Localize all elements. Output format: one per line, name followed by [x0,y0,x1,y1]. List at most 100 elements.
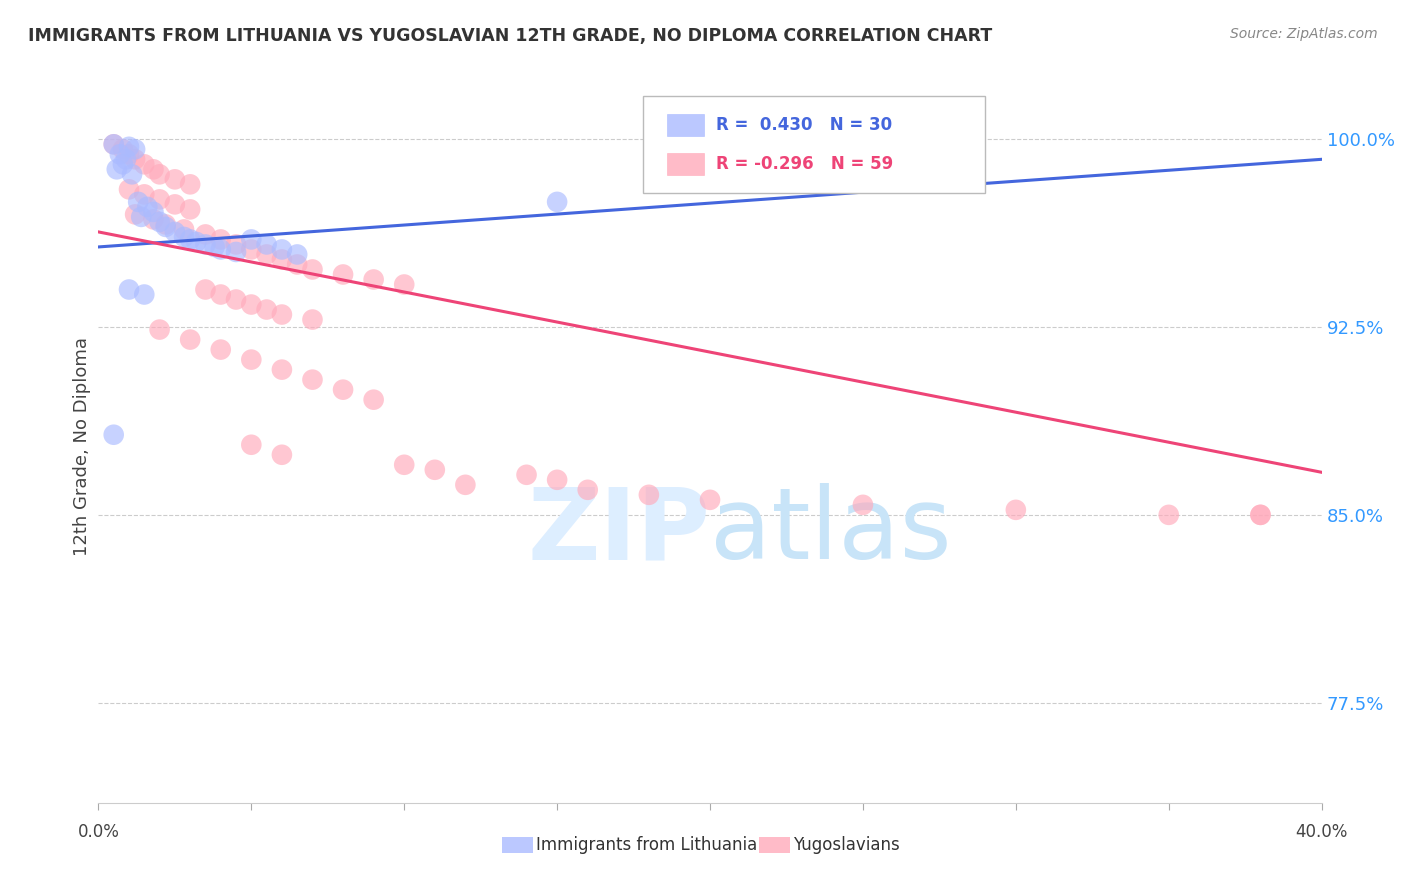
Point [256,302,278,317]
Bar [668,114,704,136]
Point [118,283,141,297]
Text: R = -0.296   N = 59: R = -0.296 N = 59 [716,155,893,173]
Point [852,498,875,512]
Bar [668,153,704,175]
Point [332,268,354,282]
Text: ZIP: ZIP [527,483,710,580]
Point [155,219,177,234]
Point [546,473,568,487]
Point [179,333,201,347]
Text: atlas: atlas [710,483,952,580]
Point [134,287,156,301]
Point [637,488,661,502]
Point [209,243,232,257]
Bar [759,837,790,853]
Point [1249,508,1271,522]
Point [363,272,385,286]
Point [179,202,201,217]
Point [142,212,165,227]
Point [111,157,134,171]
Point [115,153,138,167]
Point [194,283,217,297]
Point [270,448,292,462]
Point [225,237,247,252]
Point [124,142,146,156]
Text: Yugoslavians: Yugoslavians [793,836,900,854]
Point [240,438,263,452]
Point [103,427,125,442]
Point [129,210,152,224]
Point [240,297,263,311]
Point [118,140,141,154]
Point [155,218,177,232]
Point [124,207,146,221]
Point [204,240,226,254]
Point [240,232,263,246]
Point [270,362,292,376]
Point [256,237,278,252]
Point [124,153,146,167]
Point [118,147,141,161]
Point [163,172,186,186]
Point [285,257,308,271]
Point [576,483,599,497]
Point [136,200,159,214]
Point [134,157,156,171]
Point [149,215,172,229]
Point [225,293,247,307]
Point [103,137,125,152]
Point [149,167,172,181]
Point [392,458,416,472]
Y-axis label: 12th Grade, No Diploma: 12th Grade, No Diploma [73,336,91,556]
Point [301,373,323,387]
Point [173,222,195,236]
Point [209,287,232,301]
Point [699,492,721,507]
Point [1249,508,1271,522]
Point [194,237,217,252]
Point [1157,508,1180,522]
Text: Source: ZipAtlas.com: Source: ZipAtlas.com [1230,27,1378,41]
Point [179,232,201,246]
Point [423,463,446,477]
Point [301,262,323,277]
Point [142,162,165,177]
Point [134,187,156,202]
Point [332,383,354,397]
Point [516,467,538,482]
Point [118,182,141,196]
Point [163,225,186,239]
Point [121,167,143,181]
Point [142,205,165,219]
Point [194,227,217,242]
Point [108,147,131,161]
Point [179,178,201,192]
Point [240,243,263,257]
Point [363,392,385,407]
Text: R =  0.430   N = 30: R = 0.430 N = 30 [716,116,893,134]
Point [454,478,477,492]
Point [285,247,308,261]
Point [240,352,263,367]
Point [270,243,292,257]
Point [103,137,125,152]
Point [149,193,172,207]
Point [225,244,247,259]
Point [256,247,278,261]
Point [1004,503,1026,517]
Point [209,343,232,357]
Point [111,142,134,156]
Point [173,230,195,244]
Text: 40.0%: 40.0% [1295,822,1348,841]
Point [301,312,323,326]
Point [270,252,292,267]
Point [546,194,568,209]
Point [209,232,232,246]
Bar [502,837,533,853]
Text: Immigrants from Lithuania: Immigrants from Lithuania [536,836,758,854]
Point [127,194,149,209]
Point [149,322,172,336]
Point [163,197,186,211]
Point [105,162,128,177]
Point [270,308,292,322]
